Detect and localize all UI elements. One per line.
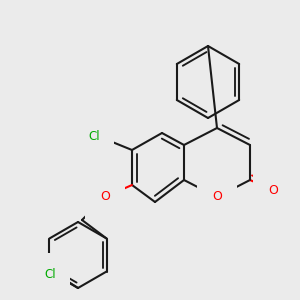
Text: O: O xyxy=(268,184,278,196)
Text: Cl: Cl xyxy=(44,268,56,281)
Text: O: O xyxy=(212,190,222,203)
Text: Cl: Cl xyxy=(88,130,100,143)
Text: O: O xyxy=(100,190,110,203)
